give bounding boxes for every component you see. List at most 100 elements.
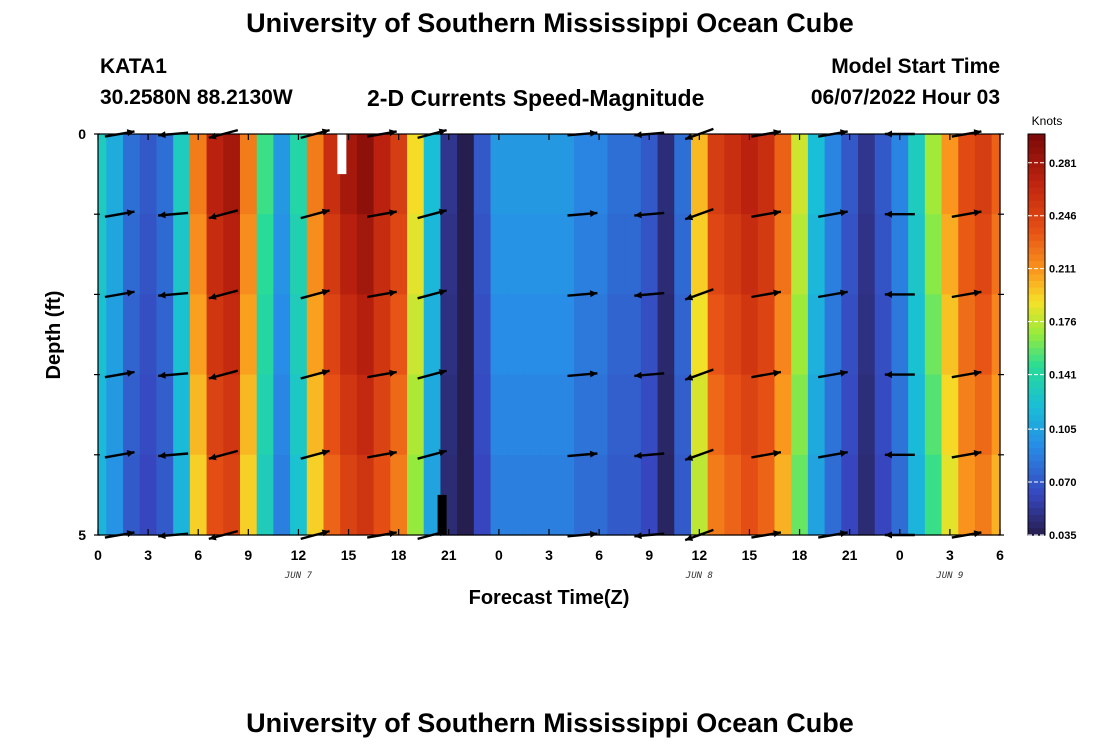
heatmap-cell bbox=[490, 454, 508, 536]
heatmap-cell bbox=[490, 374, 508, 456]
heatmap-cell bbox=[858, 454, 876, 536]
heatmap-cell bbox=[523, 214, 542, 295]
date-label: JUN 8 bbox=[685, 571, 713, 581]
heatmap-cell bbox=[156, 454, 174, 536]
heatmap-cell bbox=[206, 134, 224, 215]
heatmap-cell bbox=[657, 294, 675, 376]
x-tick-label: 18 bbox=[792, 547, 808, 563]
heatmap-cell bbox=[858, 374, 876, 456]
heatmap-cell bbox=[139, 214, 158, 295]
heatmap-cell bbox=[507, 454, 525, 536]
heatmap-cell bbox=[624, 294, 642, 376]
heatmap-cell bbox=[440, 374, 458, 456]
x-tick-label: 6 bbox=[595, 547, 603, 563]
heatmap-cell bbox=[924, 294, 943, 376]
current-vector bbox=[300, 289, 330, 300]
heatmap-cell bbox=[574, 454, 592, 536]
colorbar-segment bbox=[1028, 287, 1045, 296]
vector-arrowhead bbox=[634, 131, 642, 139]
heatmap-cell bbox=[173, 454, 191, 536]
current-vector bbox=[751, 369, 782, 379]
vector-arrowhead bbox=[389, 289, 397, 297]
vector-arrowhead bbox=[773, 369, 781, 377]
heatmap-cell bbox=[557, 294, 575, 376]
vector-arrowhead bbox=[685, 293, 694, 301]
heatmap-cell bbox=[724, 214, 742, 295]
heatmap-cell bbox=[891, 294, 909, 376]
colorbar-segment bbox=[1028, 154, 1045, 162]
current-vector bbox=[300, 449, 330, 460]
current-vector bbox=[751, 209, 782, 218]
current-vector bbox=[300, 208, 330, 220]
heatmap-cell bbox=[958, 134, 976, 215]
heatmap-cell bbox=[239, 294, 258, 376]
vector-arrowhead bbox=[840, 450, 848, 457]
heatmap-cell bbox=[540, 374, 558, 456]
heatmap-cell bbox=[473, 134, 492, 215]
heatmap-cell bbox=[690, 374, 709, 456]
vector-arrowhead bbox=[126, 289, 135, 297]
current-vector bbox=[104, 209, 135, 218]
heatmap-cell bbox=[974, 454, 993, 536]
vector-arrowhead bbox=[589, 370, 598, 378]
heatmap-cell bbox=[607, 294, 625, 376]
heatmap-cell bbox=[423, 134, 442, 215]
heatmap-cell bbox=[757, 134, 776, 215]
heatmap-cell bbox=[340, 214, 358, 295]
heatmap-cell bbox=[774, 374, 792, 456]
heatmap-cell bbox=[98, 214, 107, 295]
heatmap-cell bbox=[156, 374, 174, 456]
current-vector bbox=[951, 450, 982, 459]
current-vector bbox=[366, 209, 397, 218]
heatmap-cell bbox=[256, 374, 274, 456]
heatmap-cell bbox=[741, 454, 759, 536]
colorbar-segment bbox=[1028, 301, 1045, 309]
x-axis: 0 3 6 9 12 15 18 21 0 3 6 9 12 15 18 21 0 3 6 JUN 7 JUN 8 JUN… bbox=[94, 134, 1004, 581]
heatmap-cell bbox=[290, 374, 308, 456]
colorbar-segment bbox=[1028, 327, 1045, 336]
heatmap-cell bbox=[807, 134, 826, 215]
heatmap-cell bbox=[540, 294, 558, 376]
current-vector bbox=[751, 450, 782, 459]
heatmap-cell bbox=[674, 134, 692, 215]
current-vector bbox=[366, 369, 397, 379]
heatmap-cell bbox=[590, 454, 609, 536]
heatmap-cell bbox=[473, 374, 492, 456]
colorbar-segment bbox=[1028, 488, 1045, 496]
heatmap-cell bbox=[407, 374, 425, 456]
heatmap-cell bbox=[590, 374, 609, 456]
heatmap-cell bbox=[223, 454, 241, 536]
heatmap-cell bbox=[373, 374, 391, 456]
vector-arrowhead bbox=[126, 369, 135, 377]
vector-arrowhead bbox=[158, 211, 166, 219]
heatmap-cell bbox=[874, 374, 893, 456]
vector-arrowhead bbox=[634, 532, 642, 540]
heatmap-cell bbox=[841, 374, 859, 456]
heatmap-cell bbox=[891, 214, 909, 295]
heatmap-cell bbox=[657, 454, 675, 536]
x-tick-label: 3 bbox=[144, 547, 152, 563]
vector-arrowhead bbox=[973, 369, 982, 377]
heatmap-cell bbox=[98, 454, 107, 536]
heatmap-cell bbox=[774, 294, 792, 376]
current-vector bbox=[684, 368, 714, 381]
heatmap-cell bbox=[540, 214, 558, 295]
heatmap-cell bbox=[724, 294, 742, 376]
heatmap-cell bbox=[306, 134, 325, 215]
current-vector bbox=[634, 452, 665, 459]
x-tick-label: 0 bbox=[495, 547, 503, 563]
date-label: JUN 7 bbox=[284, 571, 313, 581]
heatmap-cell bbox=[290, 454, 308, 536]
heatmap-cell bbox=[356, 294, 375, 376]
colorbar-tick-label: 0.246 bbox=[1049, 211, 1077, 223]
vector-arrowhead bbox=[884, 210, 892, 218]
missing-data-markers bbox=[337, 134, 447, 535]
current-vector bbox=[884, 451, 915, 459]
colorbar-segment bbox=[1028, 174, 1045, 182]
heatmap-cell bbox=[523, 454, 542, 536]
x-tick-label: 6 bbox=[194, 547, 202, 563]
heatmap-cell bbox=[189, 454, 208, 536]
colorbar-segment bbox=[1028, 361, 1045, 369]
colorbar-tick-label: 0.105 bbox=[1049, 424, 1077, 436]
colorbar-segment bbox=[1028, 514, 1045, 523]
